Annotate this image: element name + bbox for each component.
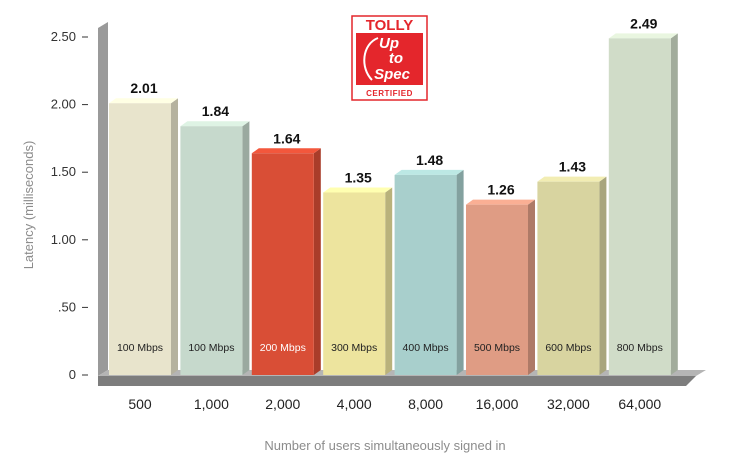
y-tick-label: 2.00 xyxy=(51,97,76,112)
y-tick-label: 1.50 xyxy=(51,164,76,179)
bar-top xyxy=(608,33,678,39)
bar-group: 1.64 200 Mbps xyxy=(251,130,321,375)
bar-top xyxy=(109,98,178,104)
bar-group: 2.01 100 Mbps xyxy=(109,80,178,376)
bar-top xyxy=(323,187,393,193)
bar xyxy=(109,103,171,376)
logo-top-text: TOLLY xyxy=(366,17,414,34)
bar-side xyxy=(171,98,178,376)
x-category-label: 16,000 xyxy=(476,396,519,412)
y-tick-label: 2.50 xyxy=(51,29,76,44)
bar-bandwidth-label: 400 Mbps xyxy=(403,342,449,354)
bar-top xyxy=(180,121,250,127)
bar-side xyxy=(385,187,393,375)
bar-bandwidth-label: 300 Mbps xyxy=(331,342,377,354)
bar-top xyxy=(394,169,464,175)
bar xyxy=(537,181,600,375)
bar-group: 1.35 300 Mbps xyxy=(323,169,393,375)
y-tick-label: .50 xyxy=(58,299,76,314)
y-axis-title: Latency (milliseconds) xyxy=(21,141,36,270)
bar-group: 1.43 600 Mbps xyxy=(537,159,607,375)
bar-side xyxy=(528,199,535,375)
bar-group: 1.84 100 Mbps xyxy=(180,103,250,376)
logo-middle-line-3: Spec xyxy=(374,66,411,83)
x-category-label: 64,000 xyxy=(618,396,661,412)
bar-bandwidth-label: 500 Mbps xyxy=(474,342,520,354)
bar-side xyxy=(242,121,250,376)
bar xyxy=(251,153,314,375)
bars: 2.01 100 Mbps 1.84 100 Mbps 1.64 200 Mbps 1.35… xyxy=(109,15,678,376)
bar-value-label: 1.43 xyxy=(559,159,586,175)
x-category-label: 8,000 xyxy=(408,396,443,412)
bar-group: 2.49 800 Mbps xyxy=(608,15,678,376)
tolly-certified-logo: TOLLY Up to Spec CERTIFIED xyxy=(351,15,428,101)
bar xyxy=(466,204,528,375)
logo-middle-line-2: to xyxy=(389,50,403,67)
bar-value-label: 1.35 xyxy=(345,169,372,185)
y-tick-label: 1.00 xyxy=(51,232,76,247)
logo-bottom-text: CERTIFIED xyxy=(366,89,413,98)
bar-group: 1.26 500 Mbps xyxy=(466,182,535,375)
x-axis-title: Number of users simultaneously signed in xyxy=(264,438,505,453)
bar-value-label: 1.26 xyxy=(487,182,514,198)
bar-top xyxy=(251,148,321,154)
x-axis-labels: 500 1,000 2,000 4,000 8,000 16,000 32,000 64,00… xyxy=(128,396,661,412)
logo-middle-line-1: Up xyxy=(379,35,399,52)
y-axis: 0 .50 1.00 1.50 2.00 2.50 xyxy=(51,29,88,382)
x-category-label: 2,000 xyxy=(265,396,300,412)
bar-side xyxy=(670,33,678,376)
logo-swoosh-icon xyxy=(363,37,379,81)
logo-red-panel xyxy=(356,33,423,85)
bar-top xyxy=(466,199,535,205)
x-category-label: 500 xyxy=(128,396,152,412)
bar-bandwidth-label: 800 Mbps xyxy=(617,342,663,354)
bar-side xyxy=(313,148,321,375)
x-category-label: 4,000 xyxy=(337,396,372,412)
bar-bandwidth-label: 200 Mbps xyxy=(260,342,306,354)
bar-value-label: 1.84 xyxy=(202,103,229,119)
bar-bandwidth-label: 100 Mbps xyxy=(188,342,234,354)
bar-value-label: 1.48 xyxy=(416,152,443,168)
bar xyxy=(323,192,386,375)
bar-value-label: 2.49 xyxy=(630,15,657,31)
x-category-label: 32,000 xyxy=(547,396,590,412)
chart-back-wall xyxy=(98,22,108,376)
bar-group: 1.48 400 Mbps xyxy=(394,152,464,375)
bar xyxy=(608,38,671,376)
bar xyxy=(394,174,457,375)
chart-floor-front xyxy=(98,376,696,386)
x-category-label: 1,000 xyxy=(194,396,229,412)
bar-bandwidth-label: 600 Mbps xyxy=(545,342,591,354)
bar-bandwidth-label: 100 Mbps xyxy=(117,342,163,354)
bar xyxy=(180,126,243,376)
bar-side xyxy=(456,169,464,375)
y-tick-label: 0 xyxy=(69,367,76,382)
bar-side xyxy=(599,176,607,375)
bar-value-label: 2.01 xyxy=(130,80,157,96)
bar-top xyxy=(537,176,607,182)
bar-value-label: 1.64 xyxy=(273,130,300,146)
